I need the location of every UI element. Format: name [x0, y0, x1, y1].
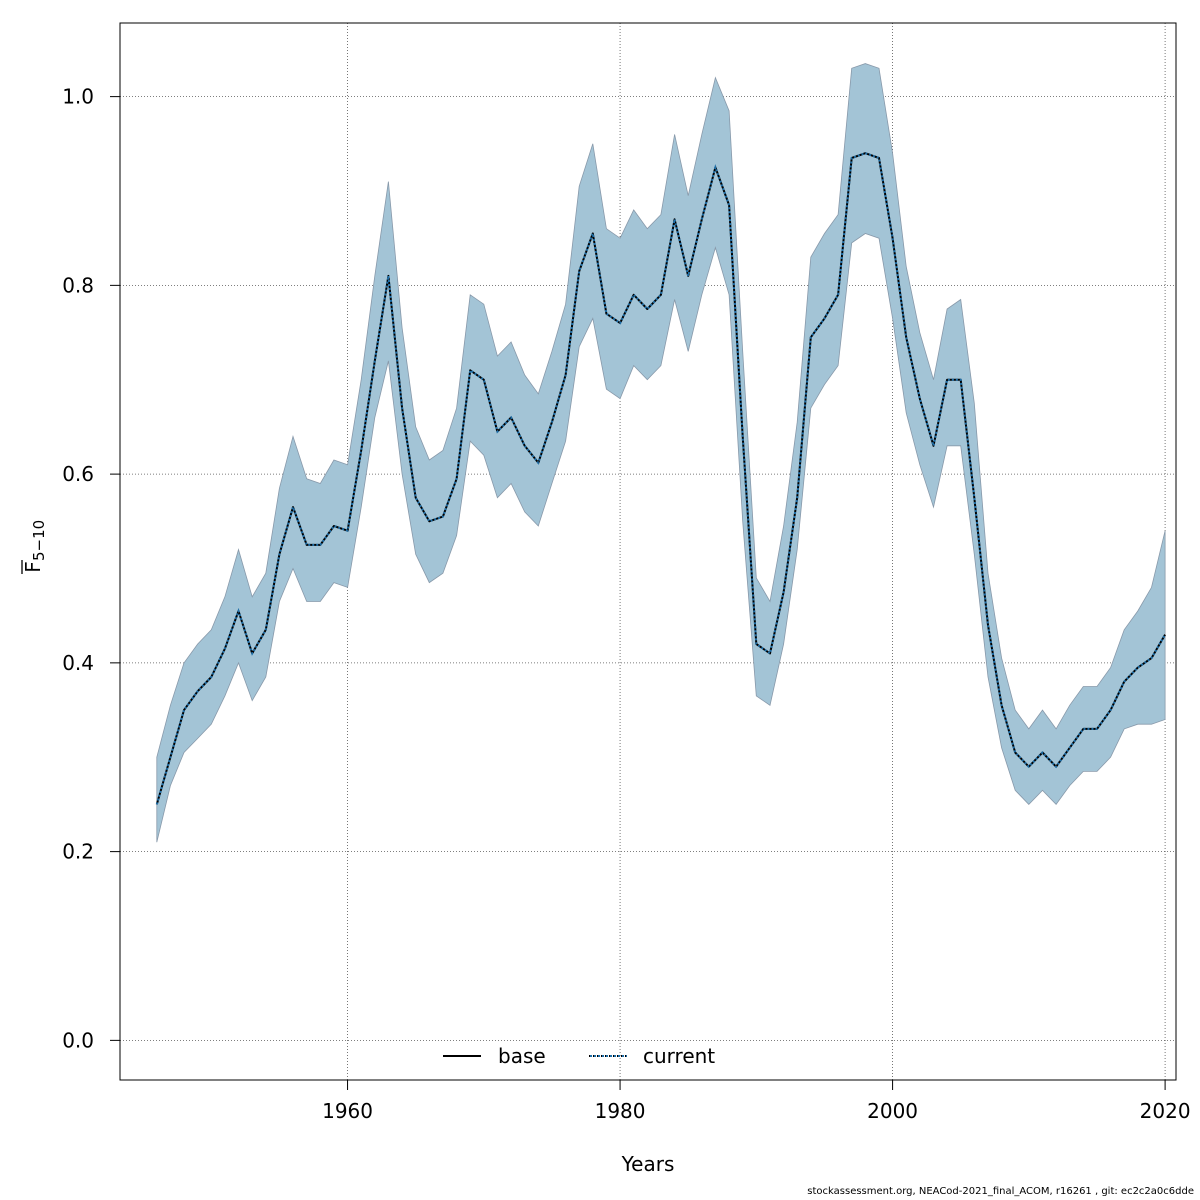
x-axis: 1960 1980 2000 2020 — [322, 1080, 1191, 1123]
y-axis-title: F 5−10 — [21, 520, 48, 574]
x-tick-label: 2000 — [867, 1099, 918, 1123]
y-axis-title-main: F — [21, 561, 45, 573]
plot-frame — [119, 22, 1177, 1081]
y-axis: 0.0 0.2 0.4 0.6 0.8 1.0 — [62, 85, 120, 1052]
y-tick-label: 0.8 — [62, 273, 94, 297]
y-tick-label: 0.2 — [62, 840, 94, 864]
y-tick-label: 0.0 — [62, 1028, 94, 1052]
x-axis-title: Years — [621, 1152, 675, 1176]
x-tick-label: 1980 — [595, 1099, 646, 1123]
footer-credit: stockassessment.org, NEACod-2021_final_A… — [807, 1186, 1194, 1197]
y-axis-title-subscript: 5−10 — [30, 520, 48, 561]
legend-label-base: base — [498, 1044, 546, 1068]
confidence-band — [156, 63, 1166, 843]
legend-label-current: current — [643, 1044, 715, 1068]
band-area — [156, 63, 1166, 843]
series-line-current — [155, 152, 1166, 805]
series-lines — [155, 152, 1166, 805]
x-tick-label: 1960 — [322, 1099, 373, 1123]
x-tick-label: 2020 — [1140, 1099, 1191, 1123]
legend: base current — [443, 1044, 715, 1068]
y-tick-label: 1.0 — [62, 85, 94, 109]
y-tick-label: 0.4 — [62, 651, 94, 675]
y-tick-label: 0.6 — [62, 462, 94, 486]
